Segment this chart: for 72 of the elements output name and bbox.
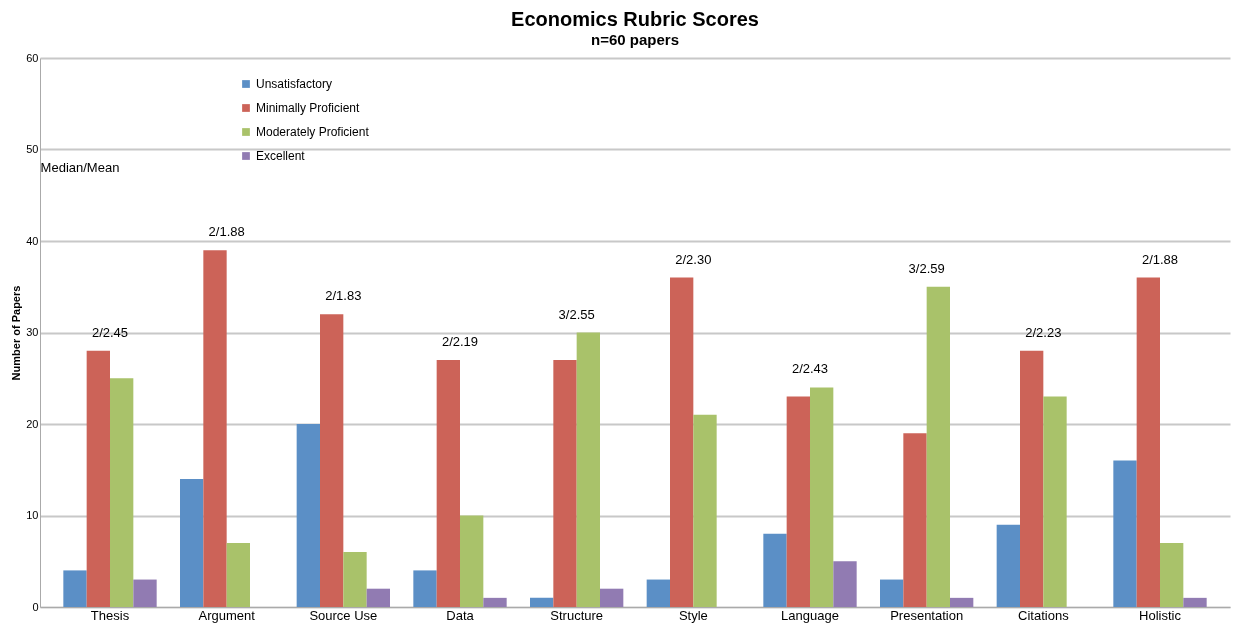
chart-subtitle: n=60 papers [591,31,679,48]
bar [110,378,134,607]
annotation: 3/2.59 [908,260,945,276]
bar [833,561,857,607]
bar [810,387,834,607]
bar [1160,542,1184,607]
bar [413,570,437,607]
annotation: 2/2.45 [91,324,129,340]
y-tick-label: 20 [26,417,39,430]
bar [1043,396,1067,607]
bar [926,286,950,607]
annotation: 3/2.55 [558,306,595,322]
x-tick-label: Data [446,607,475,623]
x-tick-label: Language [781,607,839,623]
bar [63,570,87,607]
x-tick-label: Style [678,607,708,623]
x-tick-label: Presentation [890,607,964,623]
bar [646,579,670,607]
bar [693,414,717,607]
y-axis-title: Number of Papers [10,285,23,381]
bar [996,524,1020,607]
bar [786,396,810,607]
bar [880,579,904,607]
bar [86,350,110,607]
bar [460,515,484,607]
bar [1020,350,1044,607]
x-tick-label: Source Use [309,607,378,623]
y-tick-label: 0 [32,600,39,613]
bar [763,533,787,607]
x-tick-label: Citations [1018,607,1070,623]
bar [553,359,577,607]
bar [950,597,974,607]
bar [600,588,624,607]
x-tick-label: Argument [198,607,256,623]
bar [436,359,460,607]
legend-label: Excellent [256,149,306,163]
bar [1183,597,1207,607]
bar [530,597,554,607]
annotation: 2/2.23 [1025,324,1062,340]
bar [226,542,250,607]
bar [180,478,204,607]
annotation: 2/2.19 [441,333,479,349]
bar [1136,277,1160,607]
bar [366,588,390,607]
legend-label: Moderately Proficient [256,125,370,139]
legend-label: Unsatisfactory [256,77,333,91]
annotation: Median/Mean [40,160,120,175]
y-tick-label: 30 [26,326,39,338]
annotation: 2/1.88 [1141,251,1179,267]
bar [133,579,157,607]
bar [343,552,367,607]
x-tick-label: Thesis [90,607,130,623]
bar [483,597,507,607]
annotation: 2/2.30 [675,251,712,267]
annotation: 2/1.88 [208,224,245,240]
annotation: 2/2.43 [791,361,829,377]
legend-label: Minimally Proficient [256,101,361,115]
annotation: 2/1.83 [325,288,362,304]
y-tick-label: 50 [26,143,39,155]
chart-title: Economics Rubric Scores [511,8,759,30]
bar [320,314,344,607]
x-tick-label: Structure [550,607,604,623]
bar [296,424,320,607]
bar [1113,460,1137,607]
bar [576,332,600,607]
bar [670,277,694,607]
y-tick-label: 10 [26,509,39,521]
x-tick-label: Holistic [1139,607,1182,623]
bar [903,433,927,607]
y-tick-label: 60 [26,51,39,64]
bar [203,250,227,607]
y-tick-label: 40 [26,234,39,247]
